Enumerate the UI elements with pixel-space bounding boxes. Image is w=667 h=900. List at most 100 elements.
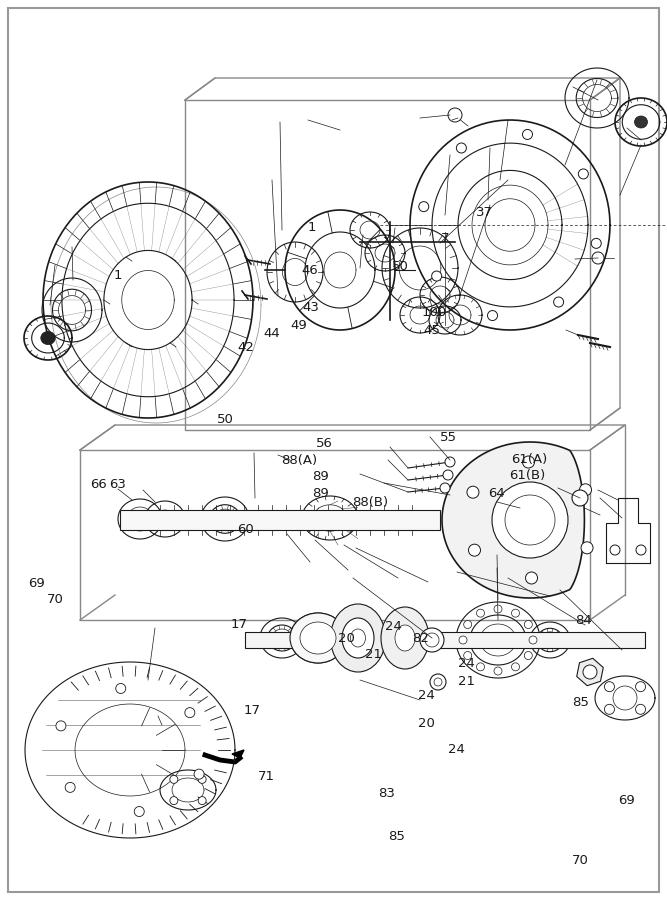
Text: 66: 66 (89, 478, 107, 491)
Circle shape (554, 297, 564, 307)
Text: 88(A): 88(A) (281, 454, 317, 467)
Text: 71: 71 (258, 770, 275, 783)
Circle shape (464, 652, 472, 660)
Circle shape (170, 796, 178, 805)
Bar (120, 510, 440, 530)
Text: 83: 83 (378, 788, 396, 800)
Text: 61(A): 61(A) (511, 453, 547, 465)
Ellipse shape (342, 618, 374, 658)
Text: 85: 85 (388, 831, 406, 843)
Text: 17: 17 (243, 705, 261, 717)
Text: 42: 42 (237, 341, 254, 354)
Circle shape (56, 721, 66, 731)
Text: 24: 24 (448, 743, 466, 756)
Text: 60: 60 (237, 523, 254, 536)
Circle shape (170, 776, 178, 783)
Circle shape (492, 482, 568, 558)
Circle shape (420, 628, 444, 652)
Circle shape (419, 202, 429, 211)
Circle shape (494, 605, 502, 613)
Text: 20: 20 (418, 717, 436, 730)
Circle shape (459, 636, 467, 644)
Ellipse shape (381, 607, 429, 669)
Circle shape (430, 674, 446, 690)
Circle shape (604, 681, 614, 692)
Text: 1: 1 (114, 269, 122, 282)
Text: 44: 44 (263, 328, 281, 340)
Circle shape (467, 486, 479, 499)
Text: 89: 89 (311, 471, 329, 483)
Text: 24: 24 (385, 620, 402, 633)
Circle shape (583, 665, 597, 679)
Circle shape (529, 636, 537, 644)
Circle shape (591, 238, 601, 248)
Ellipse shape (331, 604, 386, 672)
Circle shape (604, 705, 614, 715)
Circle shape (522, 456, 534, 468)
Circle shape (512, 609, 520, 617)
Circle shape (524, 620, 532, 628)
Circle shape (636, 545, 646, 555)
Circle shape (476, 609, 484, 617)
Circle shape (443, 470, 453, 480)
Circle shape (524, 652, 532, 660)
Circle shape (610, 545, 620, 555)
Circle shape (464, 620, 472, 628)
Circle shape (425, 633, 439, 647)
Ellipse shape (634, 116, 648, 128)
Polygon shape (232, 750, 244, 758)
Circle shape (185, 707, 195, 717)
Text: 43: 43 (302, 302, 319, 314)
Text: 70: 70 (572, 854, 589, 867)
Text: 100: 100 (422, 306, 447, 319)
Circle shape (198, 776, 206, 783)
Circle shape (580, 484, 592, 496)
Circle shape (434, 678, 442, 686)
Circle shape (198, 796, 206, 805)
Text: 50: 50 (392, 260, 409, 273)
Circle shape (636, 705, 646, 715)
Circle shape (432, 271, 442, 281)
Circle shape (134, 806, 144, 816)
Polygon shape (442, 442, 584, 598)
Circle shape (116, 683, 126, 694)
Text: 37: 37 (476, 206, 493, 219)
Circle shape (592, 252, 604, 264)
Circle shape (194, 770, 204, 779)
Text: 64: 64 (488, 487, 506, 500)
Text: 82: 82 (412, 633, 429, 645)
Text: 55: 55 (440, 431, 457, 444)
Text: 70: 70 (47, 593, 64, 606)
Ellipse shape (395, 625, 415, 651)
Ellipse shape (290, 613, 346, 663)
Text: 50: 50 (217, 413, 234, 426)
Circle shape (526, 572, 538, 584)
Circle shape (448, 108, 462, 122)
Text: 21: 21 (365, 648, 382, 661)
Circle shape (578, 169, 588, 179)
Circle shape (581, 542, 593, 554)
Text: 84: 84 (575, 615, 592, 627)
Circle shape (494, 667, 502, 675)
Ellipse shape (350, 629, 366, 647)
Text: 46: 46 (301, 264, 318, 276)
Ellipse shape (41, 331, 55, 345)
Text: 21: 21 (458, 675, 476, 688)
Text: 63: 63 (109, 478, 127, 491)
Ellipse shape (300, 622, 336, 654)
Text: 69: 69 (618, 795, 636, 807)
Text: 61(B): 61(B) (509, 469, 545, 482)
Circle shape (512, 662, 520, 670)
Text: 20: 20 (338, 633, 356, 645)
Circle shape (468, 544, 480, 556)
Circle shape (440, 483, 450, 493)
Text: 1: 1 (308, 221, 316, 234)
Circle shape (613, 686, 637, 710)
Text: 89: 89 (311, 487, 329, 500)
Text: 49: 49 (290, 320, 307, 332)
Bar (245, 632, 645, 648)
Circle shape (572, 490, 588, 506)
Text: 69: 69 (28, 577, 45, 590)
Text: 7: 7 (442, 232, 450, 245)
Text: 24: 24 (458, 657, 476, 670)
